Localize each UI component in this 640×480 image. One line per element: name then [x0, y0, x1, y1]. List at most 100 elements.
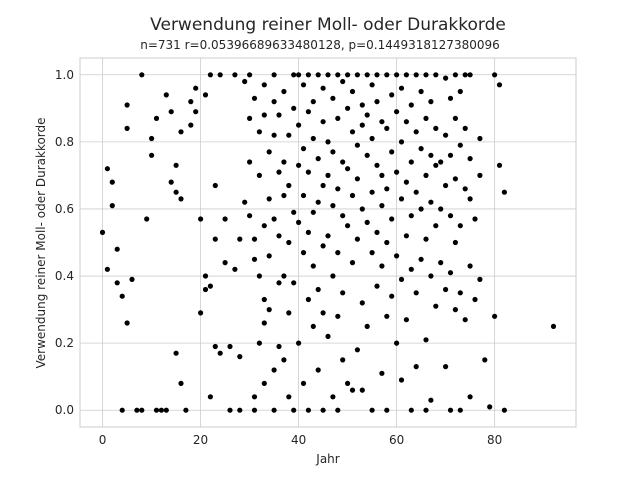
data-point [374, 229, 380, 235]
data-point [394, 169, 400, 175]
data-point [379, 370, 385, 376]
data-point [276, 233, 282, 239]
data-point [320, 243, 326, 249]
data-point [305, 407, 311, 413]
data-point [286, 394, 292, 400]
data-point [389, 293, 395, 299]
data-point [408, 102, 414, 108]
data-point [276, 169, 282, 175]
data-point [340, 357, 346, 363]
data-point [202, 92, 209, 98]
chart-title: Verwendung reiner Moll- oder Durakkorde [150, 15, 506, 35]
data-point [457, 290, 463, 296]
data-point [423, 337, 429, 343]
data-point [305, 296, 311, 303]
data-point [251, 407, 258, 413]
data-point [198, 310, 204, 316]
data-point [266, 196, 272, 202]
data-point [114, 246, 120, 252]
data-point [418, 88, 424, 95]
data-point [242, 199, 248, 205]
data-point [305, 229, 311, 235]
data-point [462, 72, 468, 78]
data-point [398, 196, 405, 202]
data-point [291, 280, 297, 286]
data-point [389, 149, 395, 155]
data-point [467, 263, 473, 269]
data-point [403, 119, 409, 125]
data-point [163, 407, 169, 413]
data-point [202, 273, 209, 279]
data-point [281, 88, 287, 95]
data-point [374, 99, 380, 105]
data-point [281, 357, 287, 363]
data-point [222, 216, 228, 222]
y-tick-label: 0.8 [55, 135, 74, 149]
data-point [158, 407, 164, 413]
data-point [408, 266, 414, 272]
data-point [335, 115, 341, 121]
data-point [124, 125, 130, 131]
data-point [271, 72, 277, 78]
data-point [286, 182, 292, 189]
data-point [207, 72, 213, 78]
data-point [335, 186, 341, 192]
data-point [408, 159, 414, 165]
data-point [300, 146, 307, 152]
data-point [384, 239, 390, 246]
data-point [345, 72, 351, 78]
data-point [271, 367, 277, 373]
data-point [477, 172, 483, 178]
data-point [433, 303, 439, 309]
data-point [291, 209, 297, 215]
data-point [364, 152, 370, 158]
data-point [173, 162, 179, 168]
data-point [354, 347, 360, 353]
data-point [462, 186, 468, 192]
data-point [340, 159, 346, 165]
data-point [232, 266, 238, 272]
data-point [207, 394, 213, 400]
data-point [359, 300, 365, 306]
data-point [300, 380, 307, 386]
data-point [281, 192, 287, 199]
x-gridlines [102, 58, 496, 427]
data-point [447, 95, 454, 101]
data-point [271, 216, 277, 222]
data-point [394, 72, 400, 78]
data-point [403, 233, 409, 239]
data-point [369, 82, 375, 88]
y-tick-label: 0.2 [55, 336, 74, 350]
data-point [104, 266, 110, 272]
data-point [198, 216, 204, 222]
data-point [418, 256, 424, 262]
data-point [202, 286, 209, 293]
data-point [261, 380, 267, 386]
data-point [296, 122, 302, 128]
data-point [335, 313, 341, 319]
data-point [109, 203, 115, 209]
data-point [369, 407, 375, 413]
data-point [178, 129, 184, 135]
x-tick-labels: 0 20 40 60 80 [99, 433, 503, 447]
data-point [330, 394, 336, 400]
data-point [325, 72, 331, 78]
data-point [472, 216, 478, 222]
data-point [492, 72, 498, 78]
data-point [374, 162, 380, 168]
data-point [374, 72, 380, 78]
chart-subtitle: n=731 r=0.05396689633480128, p=0.1449318… [140, 38, 500, 52]
data-point [423, 115, 429, 121]
data-point [462, 125, 468, 131]
data-point [305, 72, 311, 78]
data-point [364, 323, 370, 329]
data-point [212, 236, 218, 242]
data-point [207, 283, 213, 289]
data-point [310, 263, 316, 269]
data-point [330, 149, 336, 155]
data-point [256, 129, 262, 135]
plot-frame [79, 57, 577, 428]
data-point [168, 179, 174, 185]
data-point [354, 236, 360, 242]
data-point [232, 72, 238, 78]
